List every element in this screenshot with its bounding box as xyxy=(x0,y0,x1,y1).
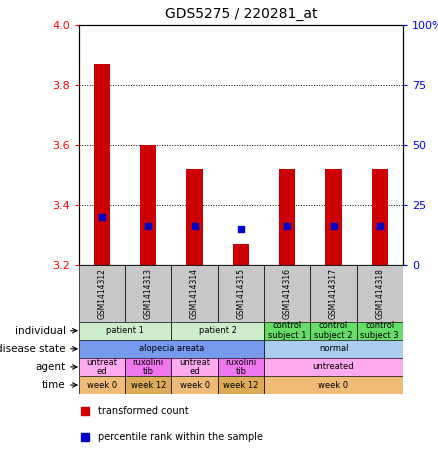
Text: agent: agent xyxy=(35,362,66,372)
Text: time: time xyxy=(42,380,66,390)
Text: untreated: untreated xyxy=(313,362,354,371)
Bar xyxy=(264,322,311,340)
Text: week 0: week 0 xyxy=(87,381,117,390)
Text: week 0: week 0 xyxy=(318,381,349,390)
Bar xyxy=(264,358,403,376)
Text: patient 2: patient 2 xyxy=(199,326,237,335)
Text: normal: normal xyxy=(319,344,348,353)
Text: individual: individual xyxy=(15,326,66,336)
Bar xyxy=(187,169,203,265)
Bar xyxy=(311,322,357,340)
Bar xyxy=(357,322,403,340)
Bar xyxy=(79,340,264,358)
Bar xyxy=(140,145,156,265)
Text: patient 1: patient 1 xyxy=(106,326,144,335)
Bar xyxy=(171,265,218,322)
Bar xyxy=(325,169,342,265)
Bar xyxy=(218,376,264,394)
Bar xyxy=(125,265,171,322)
Text: GSM1414316: GSM1414316 xyxy=(283,268,292,319)
Bar xyxy=(264,376,403,394)
Bar xyxy=(125,376,171,394)
Bar xyxy=(125,358,171,376)
Text: week 0: week 0 xyxy=(180,381,210,390)
Text: alopecia areata: alopecia areata xyxy=(139,344,204,353)
Text: control
subject 3: control subject 3 xyxy=(360,321,399,340)
Text: percentile rank within the sample: percentile rank within the sample xyxy=(98,432,263,442)
Text: GSM1414313: GSM1414313 xyxy=(144,268,153,319)
Text: GSM1414312: GSM1414312 xyxy=(98,268,106,319)
Bar xyxy=(79,265,125,322)
Text: control
subject 1: control subject 1 xyxy=(268,321,307,340)
Bar xyxy=(94,64,110,265)
Text: GSM1414315: GSM1414315 xyxy=(237,268,245,319)
Bar xyxy=(79,358,125,376)
Bar xyxy=(233,244,249,265)
Bar xyxy=(264,265,311,322)
Text: disease state: disease state xyxy=(0,344,66,354)
Bar xyxy=(171,376,218,394)
Bar xyxy=(279,169,295,265)
Text: week 12: week 12 xyxy=(223,381,258,390)
Text: transformed count: transformed count xyxy=(98,406,189,416)
Text: ruxolini
tib: ruxolini tib xyxy=(133,357,164,376)
Bar xyxy=(311,265,357,322)
Bar xyxy=(372,169,388,265)
Bar xyxy=(79,376,125,394)
Bar xyxy=(218,358,264,376)
Text: untreat
ed: untreat ed xyxy=(86,357,117,376)
Bar xyxy=(171,322,264,340)
Bar xyxy=(79,322,171,340)
Text: control
subject 2: control subject 2 xyxy=(314,321,353,340)
Text: ruxolini
tib: ruxolini tib xyxy=(225,357,257,376)
Title: GDS5275 / 220281_at: GDS5275 / 220281_at xyxy=(165,7,317,21)
Text: untreat
ed: untreat ed xyxy=(179,357,210,376)
Bar xyxy=(264,340,403,358)
Bar xyxy=(171,358,218,376)
Text: week 12: week 12 xyxy=(131,381,166,390)
Bar xyxy=(357,265,403,322)
Text: GSM1414314: GSM1414314 xyxy=(190,268,199,319)
Text: GSM1414318: GSM1414318 xyxy=(375,268,384,319)
Text: GSM1414317: GSM1414317 xyxy=(329,268,338,319)
Bar xyxy=(218,265,264,322)
